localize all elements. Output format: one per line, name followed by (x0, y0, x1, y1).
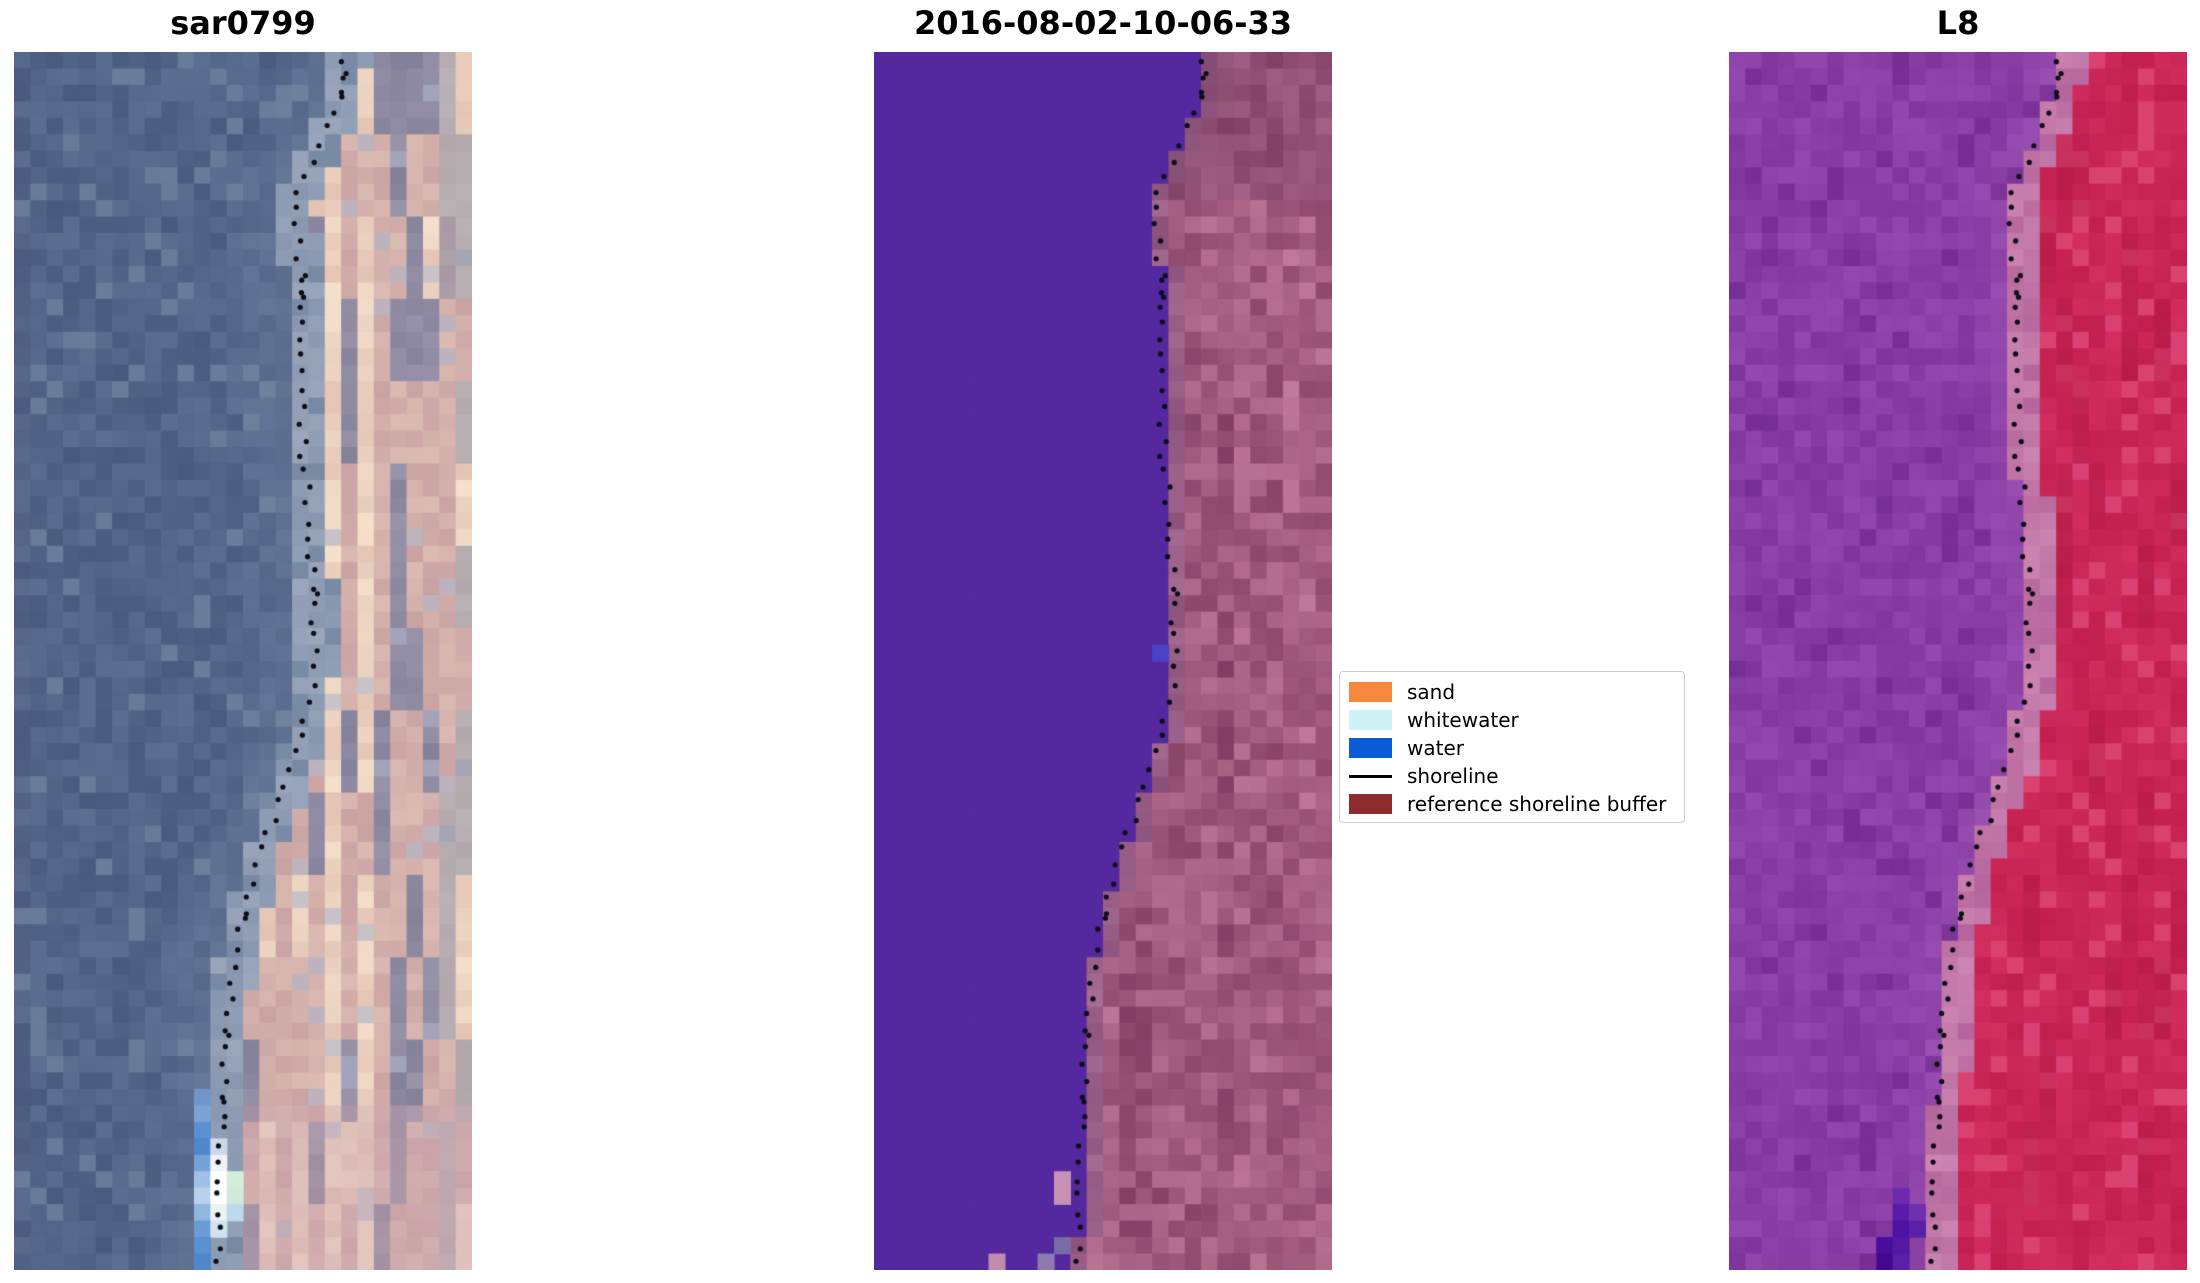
panel-title-date: 2016-08-02-10-06-33 (913, 4, 1293, 42)
legend-item-shoreline: shoreline (1349, 762, 1678, 790)
classified-image-panel (874, 52, 1332, 1270)
legend-item-whitewater: whitewater (1349, 706, 1678, 734)
whitewater-swatch (1349, 710, 1392, 730)
legend-box: sand whitewater water shoreline referenc… (1339, 671, 1685, 823)
shoreline-line-swatch (1349, 774, 1392, 778)
l8-image-panel (1729, 52, 2187, 1270)
water-swatch (1349, 738, 1392, 758)
legend-label: whitewater (1407, 708, 1519, 732)
legend-item-reference-buffer: reference shoreline buffer (1349, 790, 1678, 818)
legend-label: water (1407, 736, 1464, 760)
sar-image-panel (14, 52, 472, 1270)
legend-label: shoreline (1407, 764, 1499, 788)
legend-item-water: water (1349, 734, 1678, 762)
sand-swatch (1349, 682, 1392, 702)
legend-item-sand: sand (1349, 678, 1678, 706)
legend-label: sand (1407, 680, 1456, 704)
panel-title-l8: L8 (1936, 4, 1980, 42)
reference-buffer-swatch (1349, 794, 1392, 814)
panel-title-sar0799: sar0799 (170, 4, 316, 42)
legend-label: reference shoreline buffer (1407, 792, 1667, 816)
